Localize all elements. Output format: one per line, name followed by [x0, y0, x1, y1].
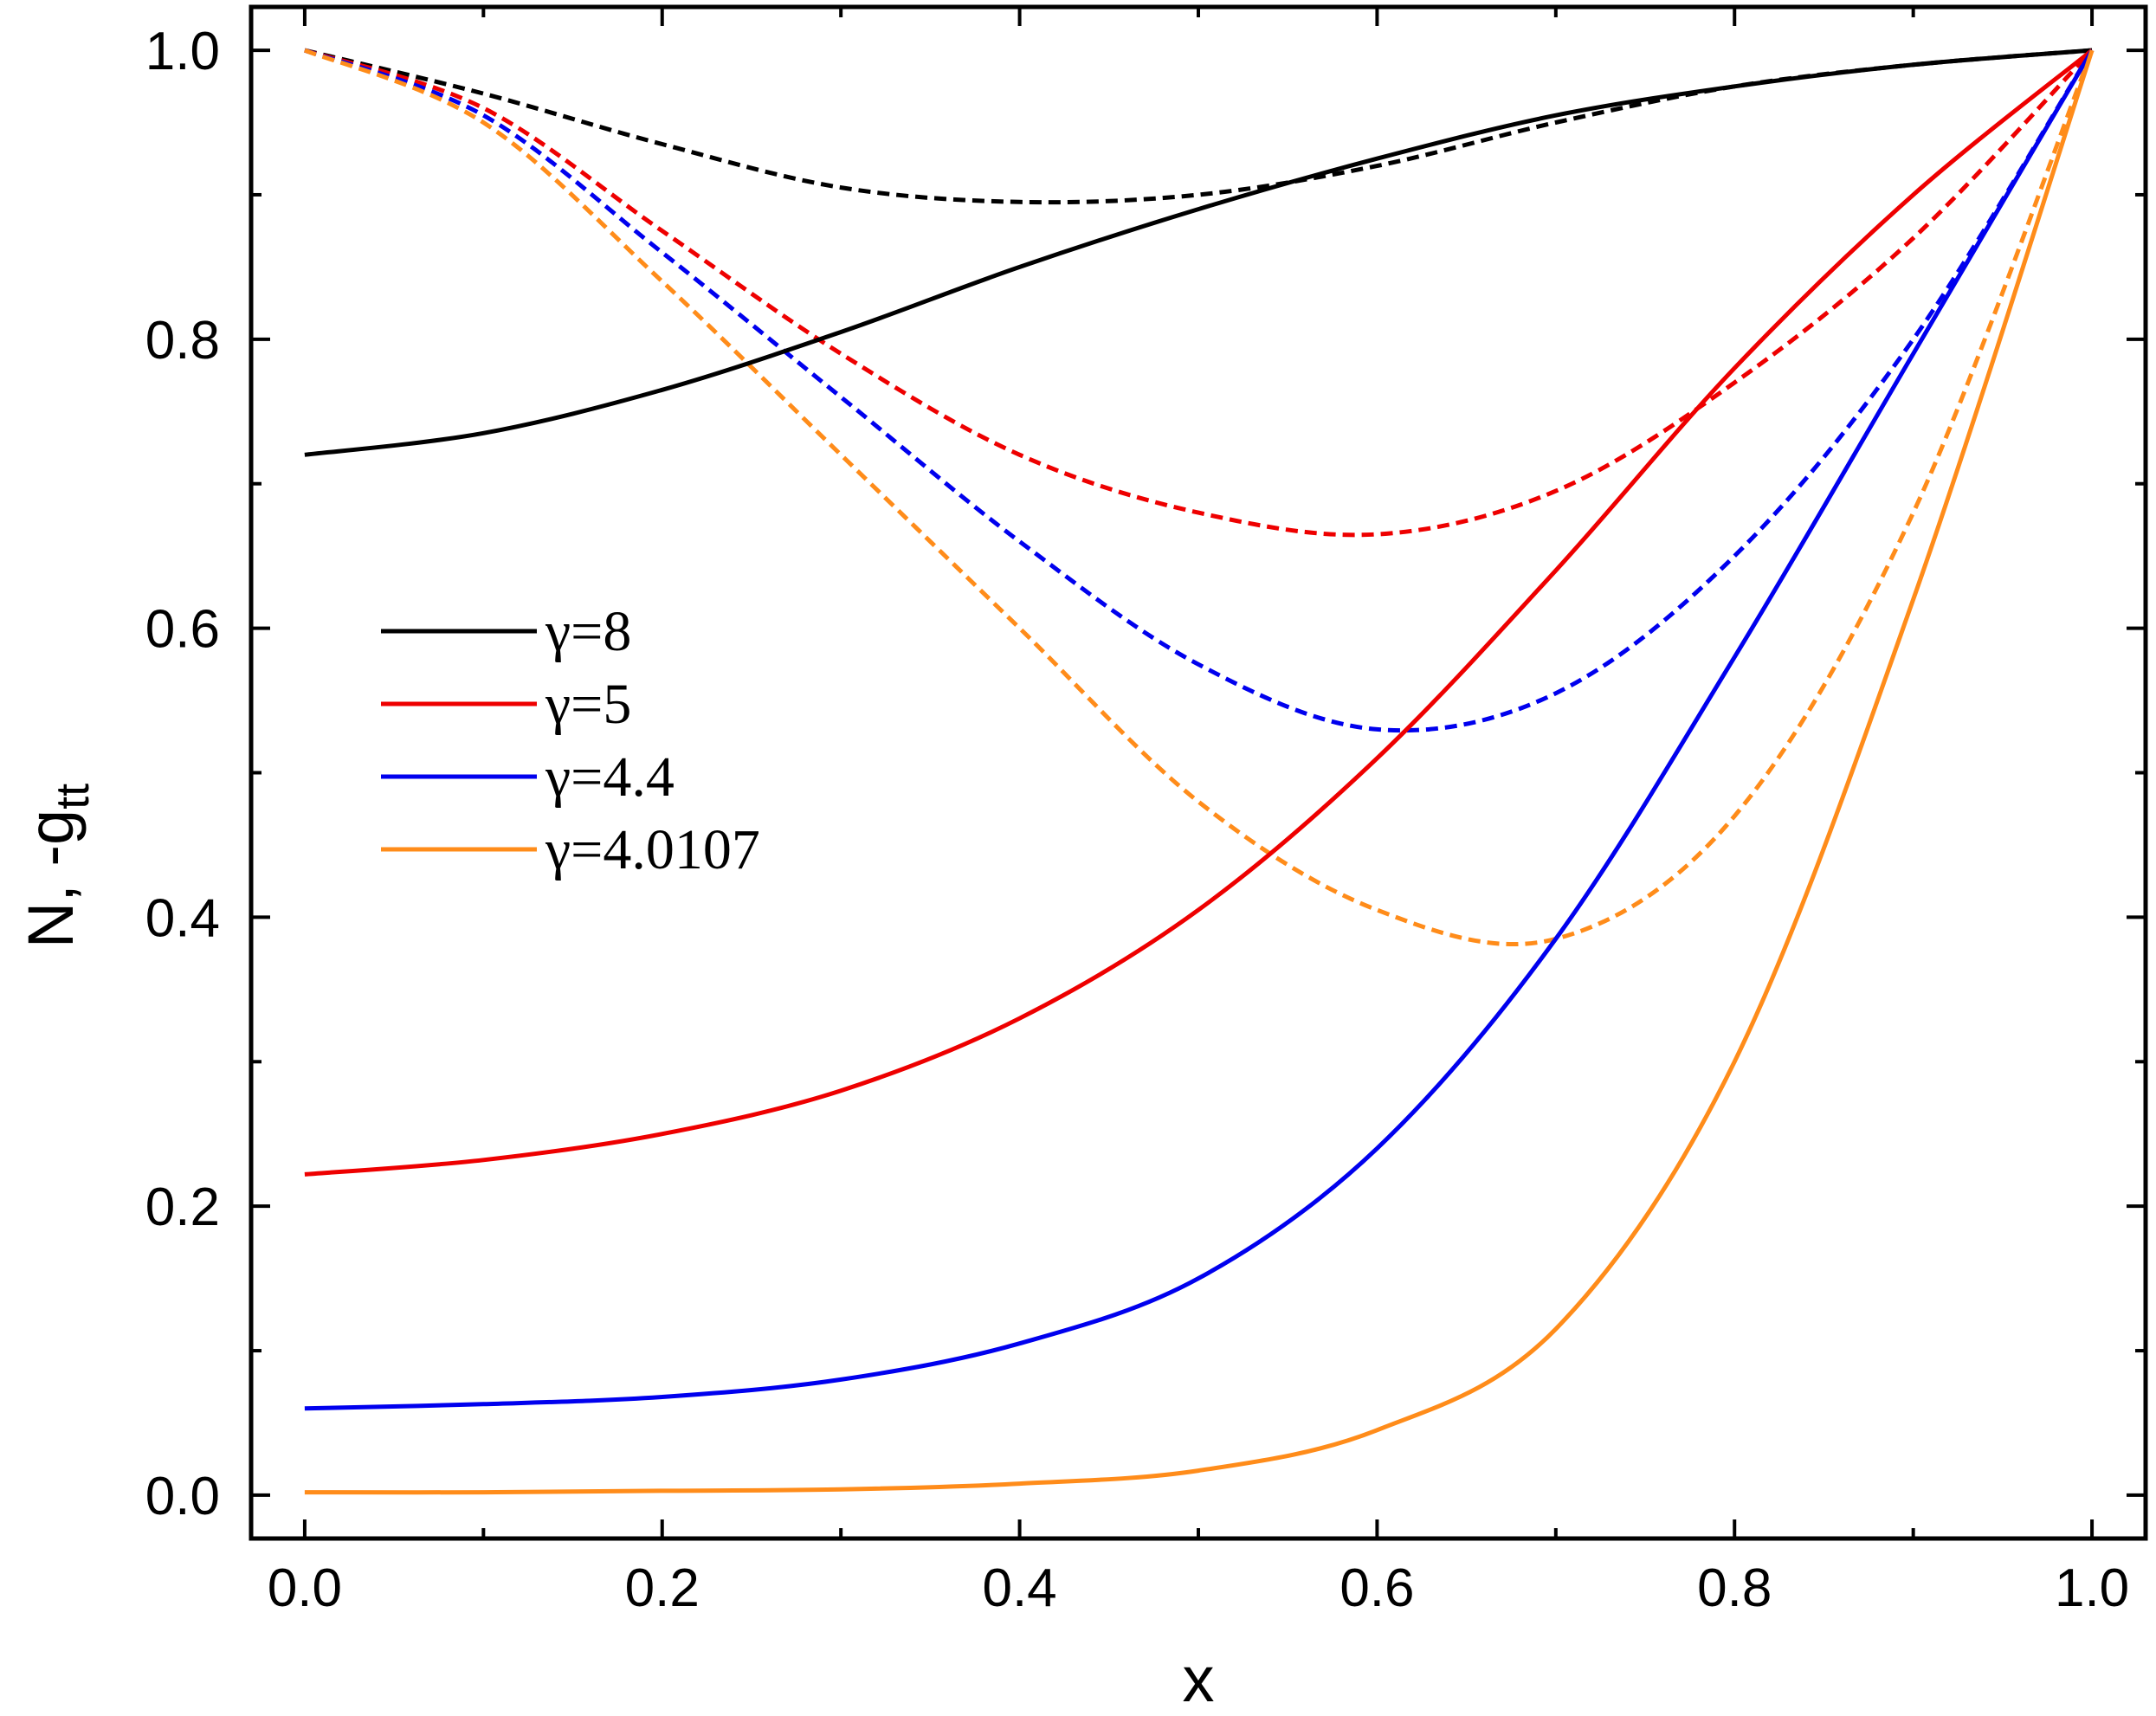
y-tick-label: 0.2: [145, 1177, 220, 1237]
series-1-n-solid-line: [304, 48, 2094, 1177]
legend-label: γ=4.4: [545, 745, 675, 809]
legend-label: γ=8: [545, 600, 631, 663]
y-tick-label: 0.4: [145, 888, 220, 948]
series-0-n-solid-line: [304, 48, 2093, 457]
y-tick-label: 1.0: [145, 22, 220, 81]
y-axis-title-main: N, -g: [15, 810, 87, 948]
y-axis-title: N, -gtt: [15, 784, 99, 948]
series-3-gtt-dashed-line: [303, 48, 2095, 946]
y-tick-label: 0.6: [145, 600, 220, 660]
x-tick-label: 1.0: [2055, 1558, 2129, 1618]
x-tick-label: 0.8: [1697, 1558, 1772, 1618]
axis-ticks: 0.0 0.2 0.4 0.6 0.8 1.0 0.0 0.2 0.4 0.6 0.8 1.0: [145, 7, 2146, 1618]
legend-label: γ=4.0107: [545, 818, 760, 881]
series-1-gtt-dashed-line: [304, 48, 2094, 538]
y-tick-label: 0.8: [145, 311, 220, 371]
x-tick-label: 0.4: [982, 1558, 1056, 1618]
x-tick-label: 0.2: [625, 1558, 700, 1618]
legend: γ=8 γ=5 γ=4.4 γ=4.0107: [381, 600, 760, 881]
series-3-n-solid-line: [304, 49, 2095, 1495]
y-axis-title-subscript: tt: [47, 784, 99, 810]
y-tick-label: 0.0: [145, 1467, 220, 1526]
plot-curves: [303, 48, 2095, 1495]
x-axis-title: x: [1183, 1643, 1215, 1715]
series-2-n-solid-line: [304, 48, 2095, 1411]
x-tick-label: 0.0: [268, 1558, 342, 1618]
legend-label: γ=5: [545, 673, 631, 736]
series-2-gtt-dashed-line: [304, 48, 2095, 733]
plot-frame: [249, 4, 2148, 1541]
x-tick-label: 0.6: [1339, 1558, 1414, 1618]
